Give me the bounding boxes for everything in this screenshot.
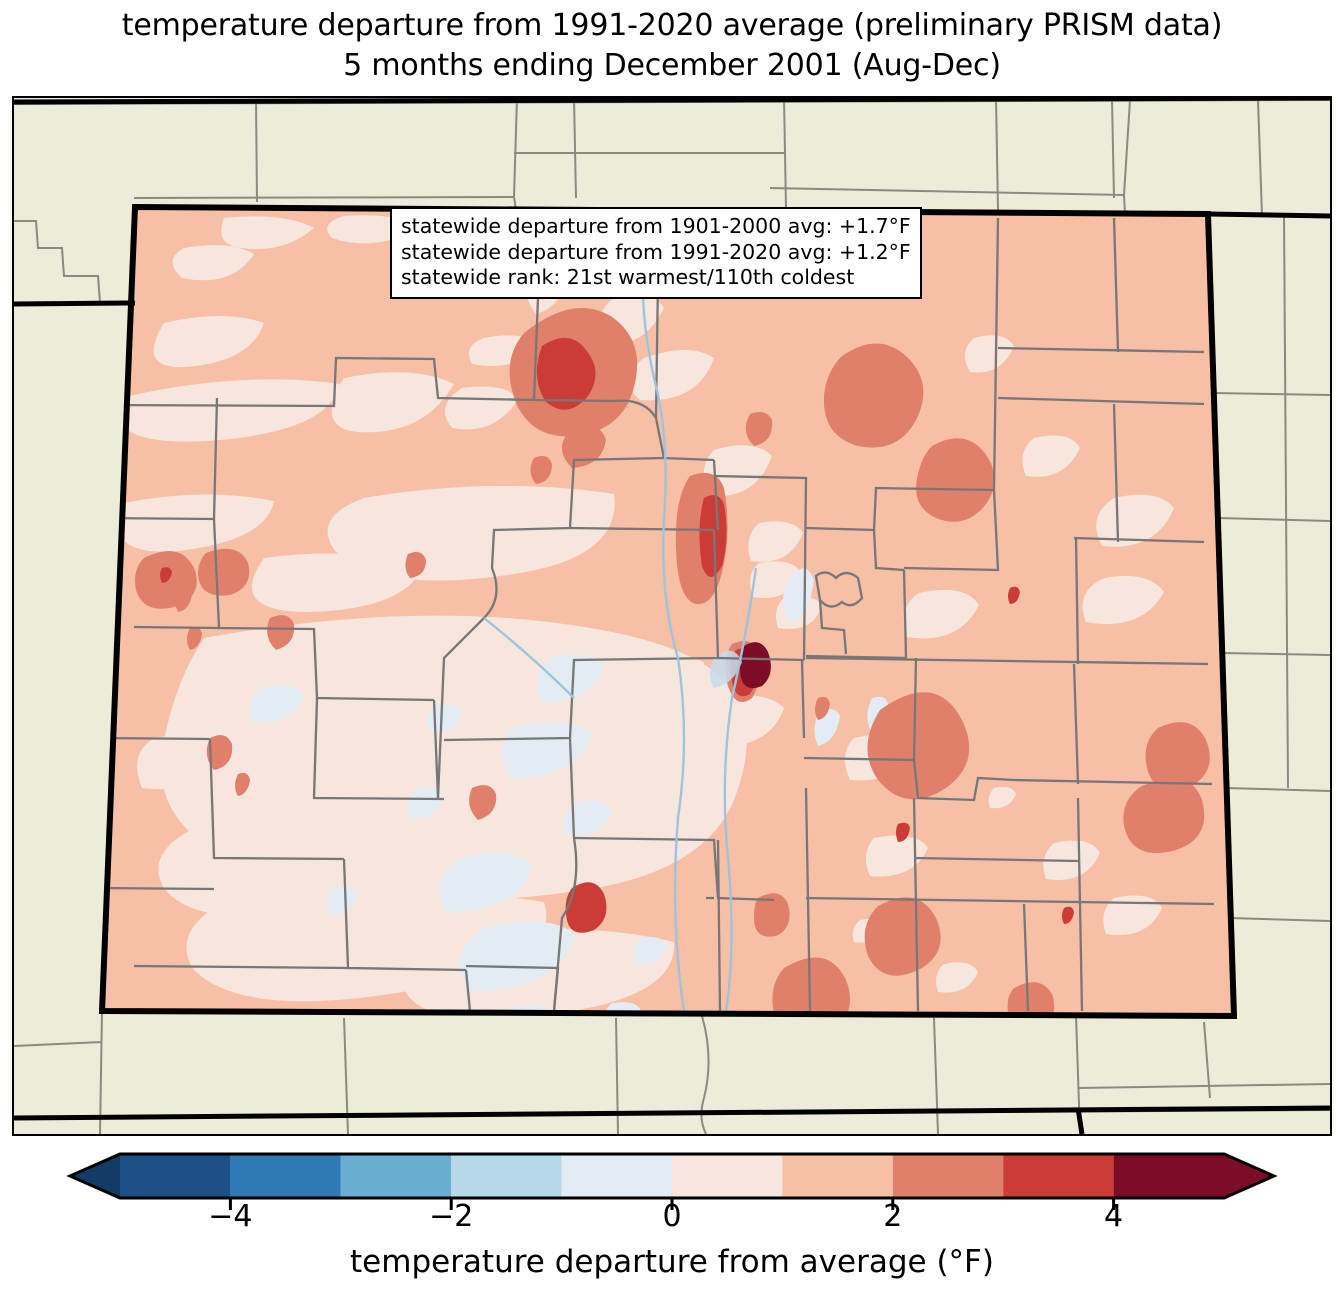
title-line-2: 5 months ending December 2001 (Aug-Dec) [343,48,1001,83]
colorbar-band [451,1154,562,1198]
colorbar-band [340,1154,452,1198]
title-line-1: temperature departure from 1991-2020 ave… [121,8,1223,43]
colorbar-band [892,1154,1004,1198]
colorbar-band [120,1154,231,1198]
stats-line-1: statewide departure from 1901-2000 avg: … [401,214,911,238]
colorbar-tick-label: 4 [1104,1199,1124,1234]
band-0-plus1 [117,210,1174,1016]
colorbar-tick-label: −2 [429,1199,474,1234]
colorbar-outline [66,1152,1278,1200]
colorbar-tick-label: −4 [208,1199,253,1234]
statewide-stats-box: statewide departure from 1901-2000 avg: … [390,207,922,299]
map-panel: statewide departure from 1901-2000 avg: … [12,96,1332,1136]
colorbar-bands [66,1152,1278,1200]
colorbar-ticks [228,1198,1116,1210]
rivers [483,217,758,1012]
colorado-contour-fills [102,207,1234,1016]
colorbar: −4 −2 0 2 4 temperature departure from avera… [0,1146,1344,1299]
colorado-county-boundaries [102,217,1215,1012]
colorbar-band [782,1154,893,1198]
colorbar-band [672,1154,783,1198]
colorbar-tick-labels: −4 −2 0 2 4 [0,1200,1344,1246]
stats-line-3: statewide rank: 21st warmest/110th colde… [401,265,855,289]
water-features [710,650,742,688]
page-title: temperature departure from 1991-2020 ave… [0,6,1344,86]
colorbar-tick-label: 0 [662,1199,682,1234]
colorbar-band [230,1154,341,1198]
neighboring-state-outlines [14,98,1330,1134]
stats-line-2: statewide departure from 1991-2020 avg: … [401,239,911,264]
colorbar-axis-label: temperature departure from average (°F) [350,1244,994,1280]
colorbar-band [561,1154,672,1198]
colorbar-extend-min [70,1154,120,1198]
colorbar-svg [66,1152,1278,1210]
band-plus4-plus5 [739,642,771,689]
colorbar-extend-max [1224,1154,1274,1198]
colorbar-band [1113,1154,1224,1198]
colorbar-band [1003,1154,1114,1198]
colorbar-tick-label: 2 [883,1199,903,1234]
